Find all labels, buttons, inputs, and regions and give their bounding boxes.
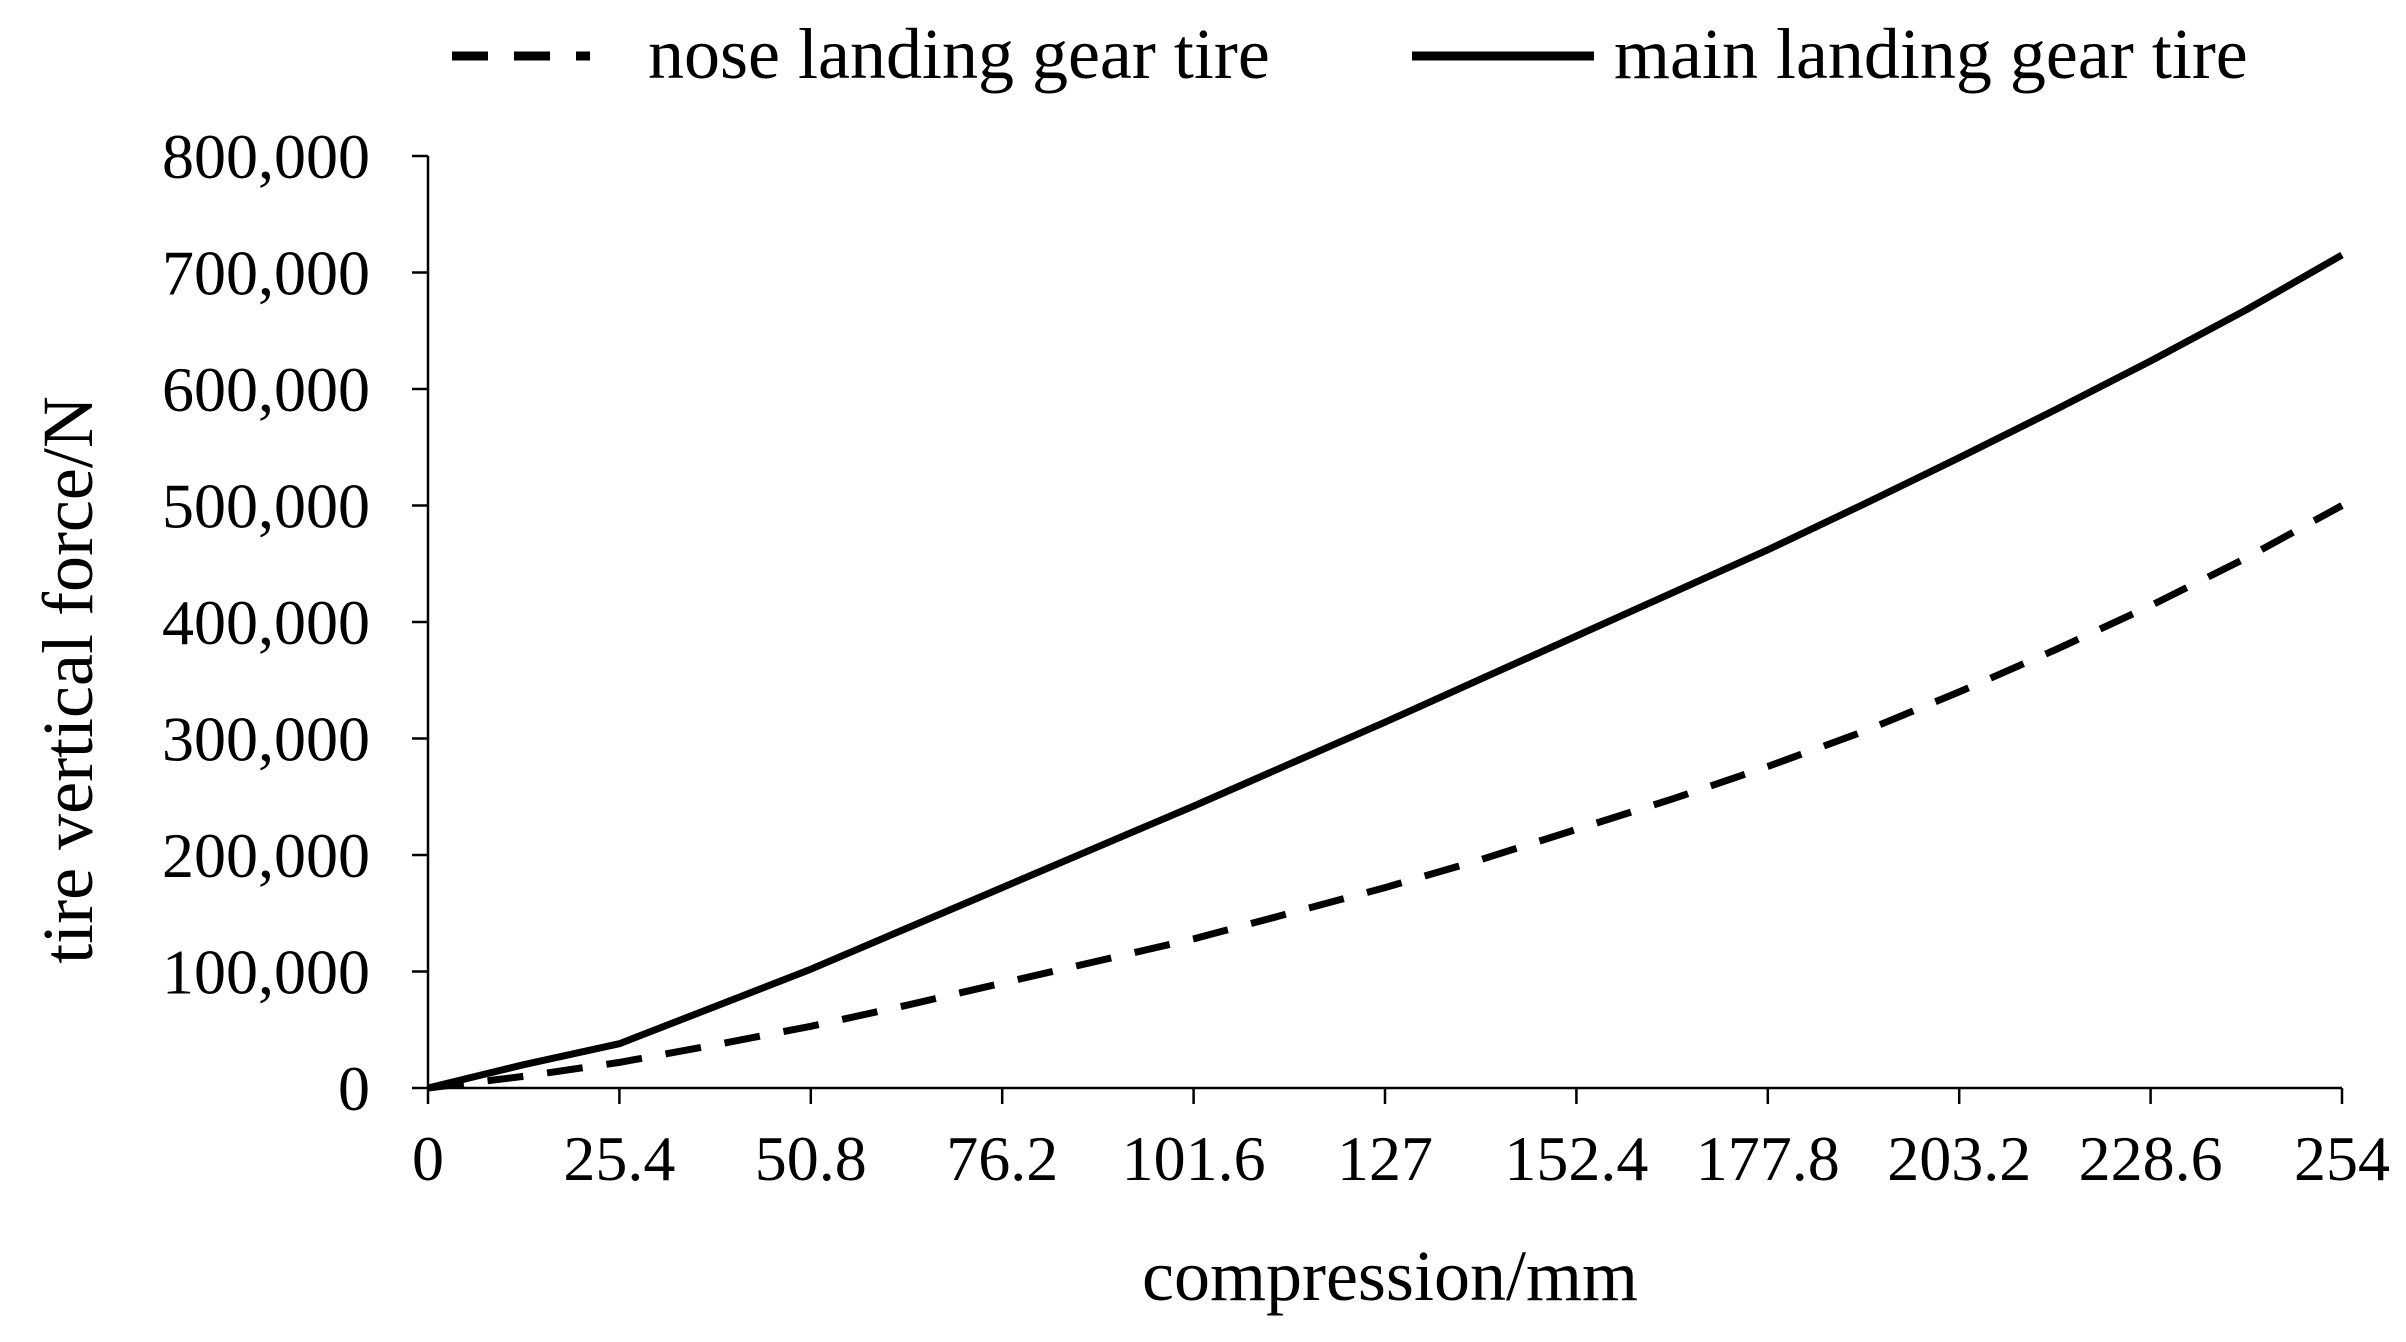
y-tick-label: 200,000 [162, 820, 370, 891]
y-tick-label: 800,000 [162, 121, 370, 192]
x-tick-label: 0 [412, 1123, 444, 1194]
y-axis-title: tire vertical force/N [28, 396, 108, 964]
plot-series [427, 251, 2344, 1092]
y-tick-label: 700,000 [162, 238, 370, 309]
legend: nose landing gear tire main landing gear… [452, 14, 2248, 94]
x-axis-title: compression/mm [1142, 1236, 1638, 1316]
x-tick-label: 177.8 [1696, 1123, 1840, 1194]
y-tick-label: 300,000 [162, 704, 370, 775]
y-tick-label: 600,000 [162, 354, 370, 425]
y-tick-label: 400,000 [162, 587, 370, 658]
series-line-main [427, 251, 2344, 1092]
y-tick-label: 0 [338, 1053, 370, 1124]
legend-label-main: main landing gear tire [1614, 14, 2248, 94]
x-tick-label: 127 [1337, 1123, 1433, 1194]
x-tick-label: 152.4 [1504, 1123, 1648, 1194]
axes: 0 100,000 200,000 300,000 400,000 500,000 600,… [162, 121, 2390, 1194]
legend-label-nose: nose landing gear tire [648, 14, 1270, 94]
y-tick-label: 100,000 [162, 937, 370, 1008]
y-tick-label: 500,000 [162, 471, 370, 542]
x-tick-label: 228.6 [2079, 1123, 2223, 1194]
y-ticks: 0 100,000 200,000 300,000 400,000 500,000 600,… [162, 121, 428, 1124]
x-tick-label: 25.4 [563, 1123, 675, 1194]
x-tick-label: 101.6 [1122, 1123, 1266, 1194]
series-line-nose [427, 502, 2344, 1092]
x-tick-label: 203.2 [1887, 1123, 2031, 1194]
x-tick-label: 50.8 [755, 1123, 867, 1194]
x-tick-label: 76.2 [946, 1123, 1058, 1194]
x-tick-label: 254 [2294, 1123, 2390, 1194]
x-ticks: 0 25.4 50.8 76.2 101.6 127 152.4 177.8 203.2 228.… [412, 1088, 2390, 1194]
